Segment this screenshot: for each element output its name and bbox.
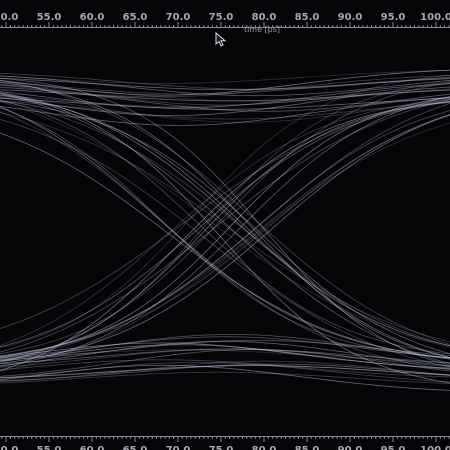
trace-line — [0, 96, 450, 357]
trace-line — [0, 77, 450, 366]
x-tick-label: 95.0 — [381, 445, 406, 450]
trace-line — [0, 98, 450, 346]
trace-line — [0, 132, 450, 360]
x-tick-label: 65.0 — [123, 12, 148, 23]
trace-line — [0, 93, 450, 384]
x-tick-label: 90.0 — [338, 445, 363, 450]
trace-line — [0, 75, 450, 98]
x-tick-label: 75.0 — [209, 445, 234, 450]
trace-line — [0, 72, 450, 90]
trace-line — [0, 99, 450, 353]
trace-line — [0, 100, 450, 120]
x-tick-label: 65.0 — [123, 445, 148, 450]
trace-line — [0, 348, 450, 365]
x-tick-label: 95.0 — [381, 12, 406, 23]
trace-line — [0, 92, 450, 347]
trace-line — [0, 122, 450, 372]
x-tick-label: 100.0 — [420, 445, 450, 450]
trace-line — [0, 69, 450, 96]
trace-line — [0, 111, 450, 370]
trace-line — [0, 101, 450, 348]
x-tick-label: 55.0 — [37, 445, 62, 450]
trace-line — [0, 86, 450, 112]
trace-line — [0, 363, 450, 382]
trace-line — [0, 93, 450, 365]
trace-line — [0, 77, 450, 90]
trace-line — [0, 84, 450, 102]
trace-line — [0, 74, 450, 349]
trace-line — [0, 114, 450, 362]
trace-line — [0, 360, 450, 382]
trace-line — [0, 362, 450, 383]
trace-line — [0, 340, 450, 361]
trace-line — [0, 81, 450, 359]
trace-line — [0, 86, 450, 116]
trace-line — [0, 75, 450, 97]
trace-line — [0, 348, 450, 368]
trace-line — [0, 83, 450, 109]
trace-line — [0, 365, 450, 379]
trace-line — [0, 342, 450, 369]
x-tick-label: 85.0 — [295, 12, 320, 23]
top-axis: 50.0 55.0 60.0 65.0 70.0 75.0 80.0 85.0 90.0 95.0… — [0, 12, 450, 28]
trace-line — [0, 118, 450, 368]
x-tick-label: 60.0 — [80, 12, 105, 23]
trace-line — [0, 103, 450, 359]
trace-line — [0, 81, 450, 363]
trace-line — [0, 89, 450, 108]
x-axis-label: time [ps] — [244, 25, 280, 34]
x-tick-label: 50.0 — [0, 445, 18, 450]
pointer-arrow-icon — [215, 31, 227, 47]
trace-line — [0, 97, 450, 110]
x-tick-label: 75.0 — [209, 12, 234, 23]
trace-line — [0, 336, 450, 359]
trace-line — [0, 69, 450, 84]
x-tick-label: 60.0 — [80, 445, 105, 450]
trace-line — [0, 100, 450, 347]
x-tick-label: 80.0 — [252, 12, 277, 23]
x-tick-label: 85.0 — [295, 445, 320, 450]
trace-line — [0, 77, 450, 95]
x-tick-label: 90.0 — [338, 12, 363, 23]
trace-line — [0, 349, 450, 363]
trace-line — [0, 101, 450, 348]
bottom-axis: 50.0 55.0 60.0 65.0 70.0 75.0 80.0 85.0 90.0 95.0… — [0, 436, 450, 450]
trace-line — [0, 359, 450, 378]
x-tick-label: 70.0 — [166, 445, 191, 450]
trace-line — [0, 364, 450, 391]
trace-line — [0, 79, 450, 345]
x-tick-label: 55.0 — [37, 12, 62, 23]
x-tick-label: 80.0 — [252, 445, 277, 450]
trace-line — [0, 106, 450, 359]
trace-line — [0, 100, 450, 355]
trace-line — [0, 96, 450, 126]
trace-line — [0, 89, 450, 102]
trace-line — [0, 99, 450, 355]
trace-group — [0, 69, 450, 391]
trace-line — [0, 371, 450, 385]
trace-line — [0, 101, 450, 371]
x-tick-label: 50.0 — [0, 12, 18, 23]
trace-line — [0, 83, 450, 106]
trace-line — [0, 94, 450, 359]
trace-line — [0, 340, 450, 367]
x-tick-label: 100.0 — [420, 12, 450, 23]
trace-line — [0, 333, 450, 360]
trace-line — [0, 112, 450, 343]
trace-line — [0, 107, 450, 359]
x-tick-label: 70.0 — [166, 12, 191, 23]
trace-line — [0, 82, 450, 355]
